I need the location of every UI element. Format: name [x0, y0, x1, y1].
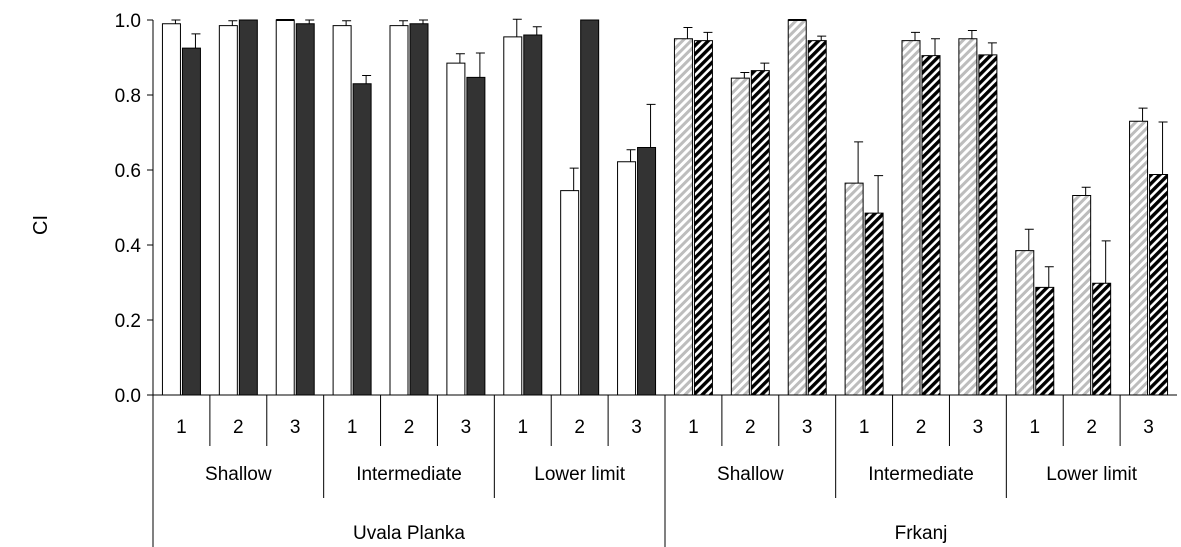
bar-transect-b	[750, 70, 770, 396]
zone-label: Lower limit	[534, 464, 626, 485]
bar-transect-a	[844, 182, 864, 396]
transect-label: 1	[176, 417, 187, 438]
zone-label: Shallow	[205, 464, 272, 485]
bar-transect-a	[673, 38, 693, 396]
bar-transect-b	[238, 19, 258, 396]
bar-transect-a	[617, 161, 637, 396]
transect-label: 2	[574, 417, 585, 438]
transect-label: 2	[404, 417, 415, 438]
transect-label: 3	[973, 417, 984, 438]
bar-transect-b	[1092, 282, 1112, 396]
bar-transect-a	[1072, 195, 1092, 396]
bar-transect-a	[958, 38, 978, 396]
transect-label: 1	[1029, 417, 1040, 438]
y-tick-label: 0.4	[115, 236, 142, 257]
bar-transect-a	[218, 25, 238, 396]
bar-transect-b	[807, 40, 827, 396]
bar-transect-a	[730, 77, 750, 396]
bars	[161, 18, 1169, 396]
bar-transect-b	[181, 47, 201, 396]
zone-label: Intermediate	[868, 464, 974, 485]
bar-transect-b	[978, 54, 998, 396]
y-tick-label: 0.6	[115, 161, 141, 182]
transect-label: 2	[745, 417, 756, 438]
bar-transect-b	[466, 76, 486, 396]
bar-transect-a	[503, 36, 523, 396]
bar-transect-a	[1015, 250, 1035, 396]
bar-transect-a	[161, 23, 181, 396]
bar-transect-b	[637, 147, 657, 396]
transect-label: 2	[233, 417, 244, 438]
zone-label: Shallow	[717, 464, 784, 485]
category-labels: 1 Shallow 2 3 1 Intermediate 2 3 1 Lower limit 2 3 U…	[176, 417, 1154, 544]
bar-transect-b	[1149, 174, 1169, 396]
bar-transect-a	[389, 25, 409, 396]
bar-transect-b	[921, 55, 941, 396]
transect-label: 1	[859, 417, 870, 438]
transect-label: 3	[631, 417, 642, 438]
site-label: Uvala Planka	[353, 523, 465, 544]
transect-label: 1	[347, 417, 358, 438]
bar-transect-a	[446, 62, 466, 396]
transect-label: 1	[517, 417, 528, 438]
bar-transect-a	[332, 25, 352, 396]
bar-transect-b	[580, 19, 600, 396]
y-tick-label: 0.0	[115, 386, 141, 407]
bar-transect-b	[1035, 286, 1055, 396]
transect-label: 3	[802, 417, 813, 438]
y-axis-label: CI	[30, 215, 52, 235]
bar-transect-b	[352, 83, 372, 396]
bar-transect-a	[901, 40, 921, 396]
bar-transect-a	[560, 190, 580, 396]
site-label: Frkanj	[895, 523, 948, 544]
transect-label: 1	[688, 417, 699, 438]
transect-label: 2	[1086, 417, 1097, 438]
bar-transect-a	[1129, 120, 1149, 396]
transect-label: 3	[290, 417, 301, 438]
bar-transect-a	[787, 19, 807, 396]
bar-transect-b	[693, 40, 713, 396]
bar-transect-b	[409, 23, 429, 396]
bar-transect-b	[864, 212, 884, 396]
transect-label: 3	[461, 417, 472, 438]
transect-label: 2	[916, 417, 927, 438]
bar-transect-b	[523, 34, 543, 396]
bar-transect-b	[295, 23, 315, 396]
y-tick-label: 0.2	[115, 311, 141, 332]
transect-label: 3	[1143, 417, 1154, 438]
y-tick-label: 0.8	[115, 86, 141, 107]
zone-label: Intermediate	[356, 464, 462, 485]
axes: 0.0 0.2 0.4 0.6 0.8 1.0	[115, 11, 1177, 547]
y-tick-label: 1.0	[115, 11, 141, 32]
bar-transect-a	[275, 19, 295, 396]
zone-label: Lower limit	[1046, 464, 1138, 485]
